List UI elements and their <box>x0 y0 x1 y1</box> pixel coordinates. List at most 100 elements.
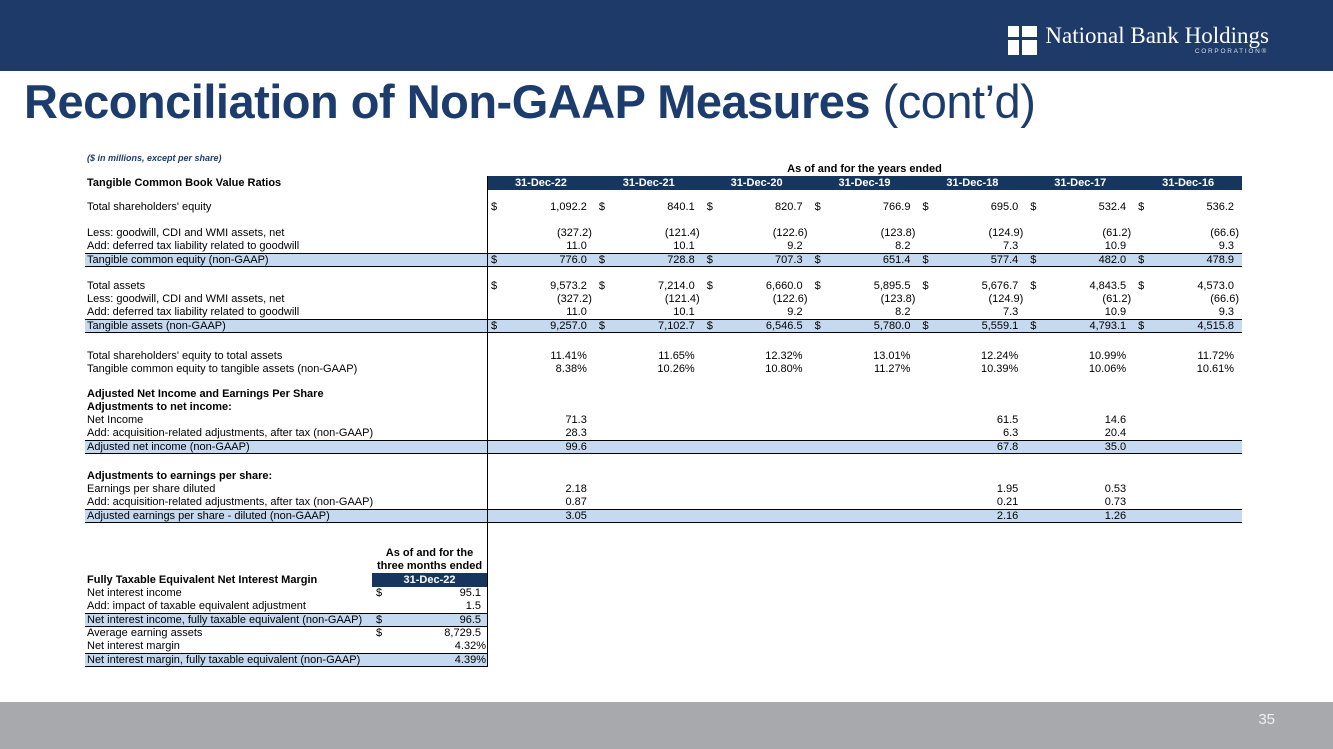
row-values: $9,257.0 $7,102.7 $6,546.5 $5,780.0 $5,559.1… <box>487 319 1242 332</box>
cell-number: 67.8 <box>996 440 1019 453</box>
cell-number: 7.3 <box>1003 306 1019 318</box>
cell-number: 10.80% <box>765 363 803 375</box>
dollar-sign: $ <box>922 201 929 213</box>
cell-value: $96.5 <box>372 614 487 626</box>
column-header: 31-Dec-22 <box>514 177 567 189</box>
cell-value: 10.1 <box>595 240 703 253</box>
logo-pane <box>1022 40 1038 55</box>
cell-number: 11.72% <box>1197 350 1235 362</box>
cell-value: (121.4) <box>595 227 703 240</box>
cell-number: (66.6) <box>1210 227 1240 239</box>
dollar-sign: $ <box>1138 253 1145 266</box>
row-label: Adjustments to earnings per share: <box>87 470 273 482</box>
cell-value: 3.05 <box>487 509 595 522</box>
table-spacer-row <box>85 333 1242 350</box>
cell-value: 11.41% <box>487 350 595 363</box>
cell-value: 11.27% <box>811 363 919 376</box>
cell-number: 6.3 <box>1003 427 1019 439</box>
row-values: 99.6 67.8 35.0 <box>487 440 1242 453</box>
cell-value: $478.9 <box>1134 253 1242 266</box>
cell-number: (121.4) <box>664 227 700 239</box>
dollar-sign: $ <box>1138 280 1145 292</box>
nim-header-row: Fully Taxable Equivalent Net Interest Ma… <box>85 573 487 587</box>
cell-number: 532.4 <box>1098 201 1127 213</box>
dollar-sign: $ <box>598 201 605 213</box>
table-row: Tangible assets (non-GAAP) $9,257.0 $7,102… <box>85 319 1242 333</box>
column-header: 31-Dec-17 <box>1054 177 1107 189</box>
cell-number: 0.21 <box>996 496 1019 508</box>
cell-number: 95.1 <box>459 587 481 599</box>
table-row: Add: deferred tax liability related to g… <box>85 240 1242 253</box>
cell-value <box>595 483 703 496</box>
table-row: Add: acquisition-related adjustments, af… <box>85 427 1242 440</box>
nim-period-line2: three months ended <box>376 560 483 572</box>
cell-value: 10.39% <box>918 363 1026 376</box>
cell-value: $5,895.5 <box>811 280 919 293</box>
cell-value: 10.80% <box>703 363 811 376</box>
cell-number: 3.05 <box>565 509 587 522</box>
column-header: 31-Dec-21 <box>622 177 675 189</box>
cell-value: $707.3 <box>703 254 811 266</box>
cell-number: 695.0 <box>990 201 1019 213</box>
cell-number: 4,793.1 <box>1089 319 1127 332</box>
row-label: Total shareholders' equity <box>87 201 212 213</box>
cell-number: 8.2 <box>895 306 911 318</box>
cell-value: $5,780.0 <box>811 320 919 332</box>
cell-number: 10.1 <box>673 240 695 252</box>
row-values: 28.3 6.3 20.4 <box>487 427 1242 440</box>
cell-value: 10.9 <box>1026 306 1134 319</box>
cell-number: 1.95 <box>996 483 1019 495</box>
cell-number: 11.27% <box>873 363 911 375</box>
dollar-sign: $ <box>376 627 383 639</box>
cell-number: 5,559.1 <box>981 319 1019 332</box>
cell-value: 9.3 <box>1134 240 1242 253</box>
nim-table-rows: Net interest income $95.1 Add: impact of t… <box>85 587 487 667</box>
row-values: 11.41% 11.65% 12.32% 13.01% 12.24% 10.99% 11.7… <box>487 350 1242 363</box>
cell-number: 4,573.0 <box>1197 280 1235 292</box>
cell-number: 2.18 <box>565 483 587 495</box>
cell-number: 5,676.7 <box>981 280 1019 292</box>
cell-value: 11.65% <box>595 350 703 363</box>
cell-number: 11.0 <box>566 306 587 318</box>
cell-empty <box>487 470 1242 483</box>
dollar-sign: $ <box>706 319 713 332</box>
cell-value: $820.7 <box>703 201 811 214</box>
cell-value: 28.3 <box>487 427 595 440</box>
cell-value: $6,546.5 <box>703 319 811 332</box>
cell-value: 0.21 <box>918 496 1026 509</box>
dollar-sign: $ <box>598 253 605 266</box>
cell-number: 61.5 <box>996 414 1019 426</box>
cell-value: 99.6 <box>487 441 595 453</box>
dollar-sign: $ <box>706 280 713 292</box>
cell-number: 9.3 <box>1218 306 1235 318</box>
dollar-sign: $ <box>922 253 929 266</box>
cell-number: 10.06% <box>1088 363 1127 375</box>
cell-number: 10.1 <box>673 306 695 318</box>
dollar-sign: $ <box>491 280 498 292</box>
dollar-sign: $ <box>1030 319 1037 332</box>
cell-value: 61.5 <box>918 414 1026 427</box>
cell-value: $4,793.1 <box>1026 319 1134 332</box>
cell-number: (124.9) <box>988 227 1024 239</box>
units-note: ($ in millions, except per share) <box>87 153 222 163</box>
logo-pane <box>1008 40 1020 55</box>
cell-value: 10.1 <box>595 306 703 319</box>
cell-value: 12.32% <box>703 350 811 363</box>
cell-value: (122.6) <box>703 293 811 306</box>
cell-number: 12.24% <box>980 350 1019 362</box>
cell-value: (327.2) <box>487 293 595 306</box>
cell-value <box>811 511 919 522</box>
row-label: Tangible common equity (non-GAAP) <box>87 254 269 266</box>
dollar-sign: $ <box>598 319 605 332</box>
cell-number: 12.32% <box>765 350 803 362</box>
cell-value: 0.87 <box>487 496 595 509</box>
nim-section-label: Fully Taxable Equivalent Net Interest Ma… <box>87 574 318 586</box>
row-label: Adjusted earnings per share - diluted (n… <box>87 510 330 522</box>
cell-number: 4,515.8 <box>1197 319 1235 332</box>
table-row: Total shareholders' equity to total asse… <box>85 350 1242 363</box>
cell-value: 7.3 <box>918 240 1026 253</box>
cell-number: (61.2) <box>1102 227 1132 239</box>
cell-number: 7,102.7 <box>658 319 695 332</box>
row-label: Earnings per share diluted <box>87 483 216 495</box>
cell-value <box>811 414 919 427</box>
